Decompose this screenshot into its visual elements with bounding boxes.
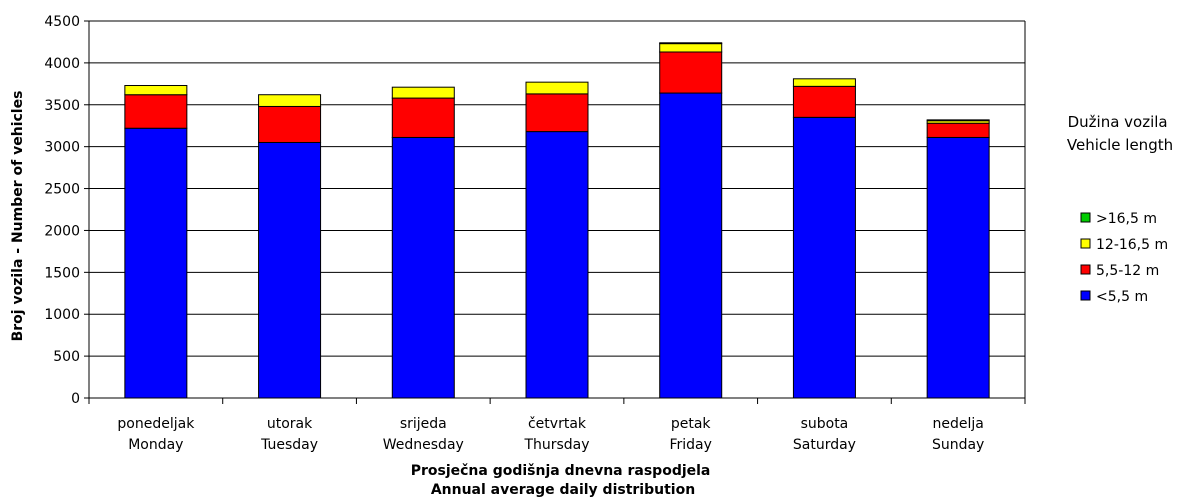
x-tick-labels: ponedeljak Monday utorak Tuesday srijeda Wedn…: [117, 416, 984, 453]
x-tick-label-line: srijeda: [400, 416, 447, 432]
bar-segment: [659, 92, 723, 399]
x-tick-label: petak Friday: [669, 416, 711, 453]
bar-segment: [391, 136, 455, 399]
x-tick-label-line: ponedeljak: [117, 416, 195, 432]
y-tick-label: 4500: [44, 14, 80, 30]
bar-segment: [258, 105, 322, 143]
legend-label: <5,5 m: [1096, 289, 1148, 305]
bar-segment: [525, 93, 589, 133]
y-tick-label: 3500: [44, 98, 80, 114]
x-tick-label-line: Sunday: [932, 437, 984, 453]
bar-segment: [124, 85, 188, 96]
y-tick-label: 3000: [44, 140, 80, 156]
x-tick-label-line: četvrtak: [528, 416, 587, 432]
legend-label: 12-16,5 m: [1096, 237, 1168, 253]
legend-swatch: [1080, 212, 1091, 223]
legend-swatch: [1080, 238, 1091, 249]
bar-segment: [124, 94, 188, 129]
x-axis-title-line-2: Annual average daily distribution: [431, 482, 695, 498]
legend-items: >16,5 m 12-16,5 m 5,5-12 m <5,5 m: [1080, 211, 1168, 305]
x-tick-label-line: nedelja: [932, 416, 983, 432]
bar-segment: [792, 78, 856, 87]
y-tick-label: 500: [53, 349, 80, 365]
legend-title-line-2: Vehicle length: [1067, 136, 1173, 154]
bar-segment: [391, 86, 455, 99]
bar-segment: [926, 119, 990, 122]
bar-segment: [659, 51, 723, 94]
bar-segment: [525, 131, 589, 399]
x-tick-label-line: Thursday: [523, 437, 589, 453]
legend: Dužina vozila Vehicle length >16,5 m 12-1…: [1067, 113, 1173, 305]
x-tick-label: subota Saturday: [793, 416, 856, 453]
y-tick-label: 2000: [44, 223, 80, 239]
bar-segment: [258, 94, 322, 107]
bar-segment: [391, 97, 455, 138]
legend-label: >16,5 m: [1096, 211, 1157, 227]
x-tick-label-line: petak: [671, 416, 712, 432]
legend-title: Dužina vozila Vehicle length: [1067, 113, 1173, 154]
bar-segment: [659, 43, 723, 53]
axes: [88, 21, 1026, 404]
y-tick-label: 1000: [44, 307, 80, 323]
x-tick-label: ponedeljak Monday: [117, 416, 195, 453]
x-tick-label-line: Monday: [128, 437, 183, 453]
y-tick-label: 4000: [44, 56, 80, 72]
y-tick-label: 0: [71, 391, 80, 407]
x-tick-label-line: utorak: [267, 416, 313, 432]
bar-segment: [792, 85, 856, 118]
bar-segment: [926, 136, 990, 399]
x-tick-label-line: Tuesday: [260, 437, 318, 453]
x-tick-label: četvrtak Thursday: [523, 416, 589, 453]
y-tick-label: 2500: [44, 182, 80, 198]
bar-segment: [792, 116, 856, 399]
bar-segment: [258, 141, 322, 399]
legend-label: 5,5-12 m: [1096, 263, 1159, 279]
x-tick-label: srijeda Wednesday: [383, 416, 464, 453]
legend-title-line-1: Dužina vozila: [1068, 113, 1168, 131]
bar-segment: [525, 81, 589, 95]
y-tick-labels: 0 500 1000 1500 2000 2500 3000 3500 4000 4500: [44, 14, 89, 407]
x-tick-label: nedelja Sunday: [932, 416, 984, 453]
y-tick-label: 1500: [44, 265, 80, 281]
x-axis-title-line-1: Prosječna godišnja dnevna raspodjela: [411, 463, 711, 479]
x-tick-label-line: Wednesday: [383, 437, 464, 453]
x-axis-title: Prosječna godišnja dnevna raspodjela Ann…: [411, 463, 716, 498]
bar-segment: [659, 42, 723, 45]
legend-swatch: [1080, 290, 1091, 301]
bars: [124, 42, 990, 399]
x-tick-label-line: subota: [801, 416, 849, 432]
x-tick-label-line: Friday: [669, 437, 711, 453]
legend-swatch: [1080, 264, 1091, 275]
y-axis-title: Broj vozila - Number of vehicles: [10, 91, 26, 342]
bar-segment: [124, 127, 188, 399]
bar-segment: [926, 122, 990, 138]
x-tick-label-line: Saturday: [793, 437, 856, 453]
x-tick-label: utorak Tuesday: [260, 416, 318, 453]
